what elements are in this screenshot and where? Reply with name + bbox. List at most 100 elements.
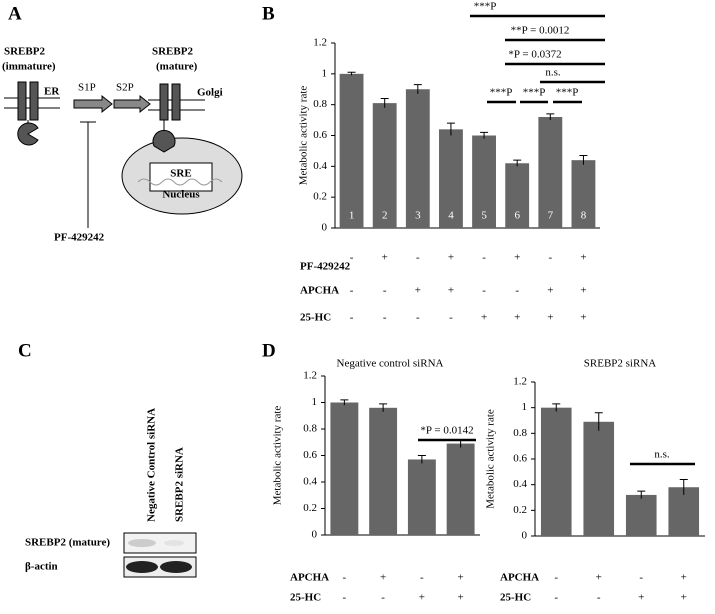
bar [625, 494, 657, 536]
label: PF-429242 [54, 232, 105, 244]
y-tick-label: 0.6 [313, 129, 327, 141]
bar [407, 459, 436, 535]
y-tick-label: 1 [322, 67, 328, 79]
y-tick-label: 1.2 [303, 370, 317, 382]
error-bar [594, 412, 603, 431]
condition-sign: - [554, 572, 558, 584]
bar [505, 163, 530, 228]
y-tick-label: 0.2 [303, 502, 317, 514]
band [128, 539, 156, 547]
condition-sign: + [458, 572, 464, 584]
y-tick-label: 0.4 [513, 478, 527, 490]
y-tick-label: 1 [522, 401, 528, 413]
domain [152, 129, 176, 153]
significance-label: n.s. [545, 67, 561, 79]
condition-sign: - [482, 252, 486, 264]
bar [538, 117, 563, 228]
row-label: β-actin [25, 561, 58, 573]
y-axis-label: Metabolic activity rate [485, 409, 497, 509]
condition-sign: + [514, 252, 520, 264]
condition-sign: + [596, 572, 602, 584]
significance-label: **P = 0.0012 [511, 25, 570, 37]
condition-sign: + [458, 592, 464, 604]
y-tick-label: 0 [322, 222, 328, 234]
protein [171, 83, 181, 121]
condition-label: 25-HC [300, 312, 331, 324]
y-axis-label: Metabolic activity rate [298, 86, 310, 186]
band [126, 561, 158, 573]
condition-sign: - [350, 252, 354, 264]
y-tick-label: 0.2 [313, 191, 327, 203]
error-bar [417, 455, 426, 464]
arrow [113, 94, 151, 114]
condition-sign: + [681, 592, 687, 604]
bar [583, 421, 615, 536]
significance-label: *P = 0.0142 [420, 425, 473, 437]
condition-sign: + [681, 572, 687, 584]
condition-sign: + [415, 285, 421, 297]
label: ER [44, 86, 60, 98]
condition-label: 25-HC [290, 592, 321, 604]
lane-label: Negative Control siRNA [146, 408, 158, 522]
condition-sign: - [343, 592, 347, 604]
error-bar [446, 122, 455, 136]
band [160, 561, 192, 573]
domain [17, 122, 39, 146]
y-tick-label: 0.8 [313, 98, 327, 110]
error-bar [340, 399, 349, 406]
blot-box [123, 532, 197, 554]
condition-sign: - [554, 592, 558, 604]
condition-sign: + [380, 572, 386, 584]
significance-label: *P = 0.0372 [508, 49, 561, 61]
bar-number: 6 [514, 210, 520, 222]
y-tick-label: 0.6 [303, 449, 317, 461]
y-tick-label: 0.8 [513, 427, 527, 439]
bar-number: 7 [548, 210, 554, 222]
bar-number: 5 [481, 210, 487, 222]
label: SREBP2 [152, 46, 193, 58]
panel-label: D [262, 340, 276, 361]
label: S2P [116, 82, 134, 94]
condition-label: APCHA [290, 572, 329, 584]
y-tick-label: 1 [312, 396, 318, 408]
bar-number: 1 [349, 210, 355, 222]
dna [137, 178, 223, 186]
condition-sign: - [548, 252, 552, 264]
error-bar [546, 113, 555, 121]
bar [405, 89, 430, 228]
condition-sign: + [481, 312, 487, 324]
error-bar [380, 98, 389, 108]
condition-sign: + [547, 285, 553, 297]
significance-label: ***P [556, 87, 579, 99]
label: S1P [78, 82, 96, 94]
y-tick-label: 1.2 [313, 37, 327, 49]
bar [372, 103, 397, 228]
protein [159, 83, 169, 121]
condition-sign: + [448, 285, 454, 297]
bar-number: 4 [448, 210, 454, 222]
bar [571, 160, 596, 228]
condition-sign: + [448, 252, 454, 264]
y-tick-label: 0 [522, 530, 528, 542]
condition-label: 25-HC [500, 592, 531, 604]
panel-label: A [8, 3, 22, 24]
panel-label: B [262, 3, 275, 24]
condition-sign: - [639, 572, 643, 584]
bar-number: 3 [415, 210, 421, 222]
error-bar [480, 131, 489, 139]
condition-sign: + [419, 592, 425, 604]
bar [339, 73, 364, 228]
y-tick-label: 0.4 [303, 476, 317, 488]
error-bar [579, 155, 588, 165]
condition-label: PF-429242 [300, 261, 351, 273]
label: (immature) [2, 61, 56, 73]
error-bar [379, 403, 388, 412]
chart-title: SREBP2 siRNA [584, 358, 656, 370]
bar [446, 443, 475, 535]
condition-sign: - [482, 285, 486, 297]
condition-sign: - [381, 592, 385, 604]
band [164, 540, 184, 546]
condition-sign: + [580, 312, 586, 324]
error-bar [637, 490, 646, 499]
